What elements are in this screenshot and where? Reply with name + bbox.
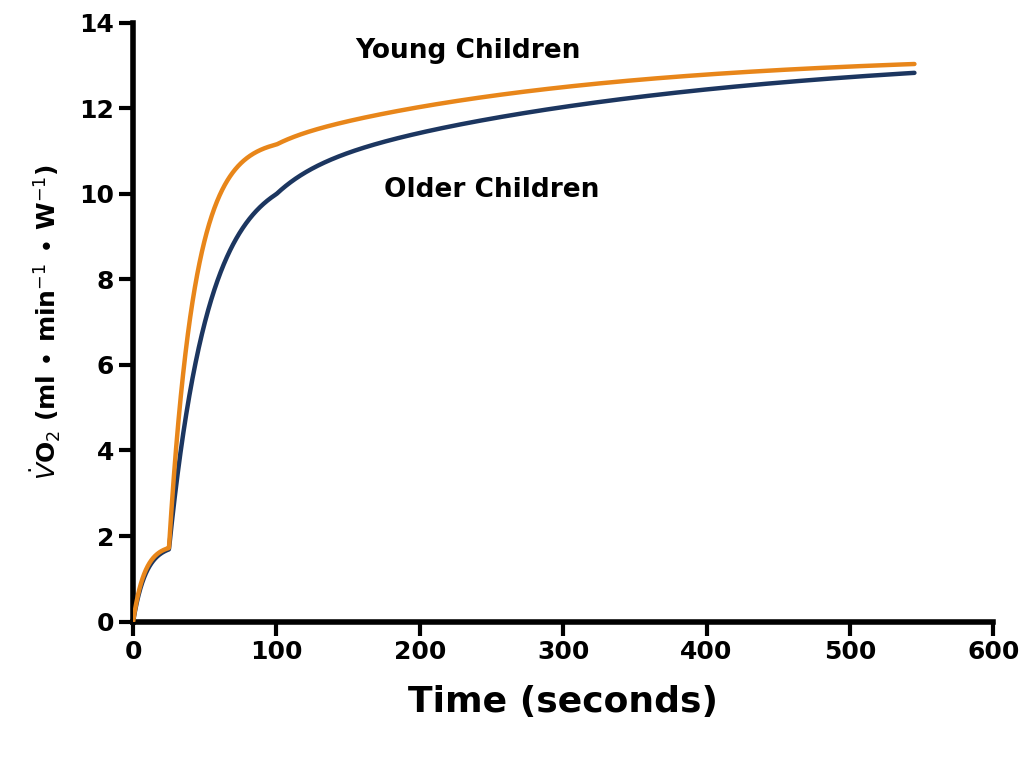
- Y-axis label: $\dot{V}$O$_2$ (ml $\bullet$ min$^{-1}$ $\bullet$ W$^{-1}$): $\dot{V}$O$_2$ (ml $\bullet$ min$^{-1}$ …: [29, 164, 62, 480]
- Text: Older Children: Older Children: [384, 177, 599, 202]
- X-axis label: Time (seconds): Time (seconds): [409, 685, 718, 719]
- Text: Young Children: Young Children: [355, 38, 581, 64]
